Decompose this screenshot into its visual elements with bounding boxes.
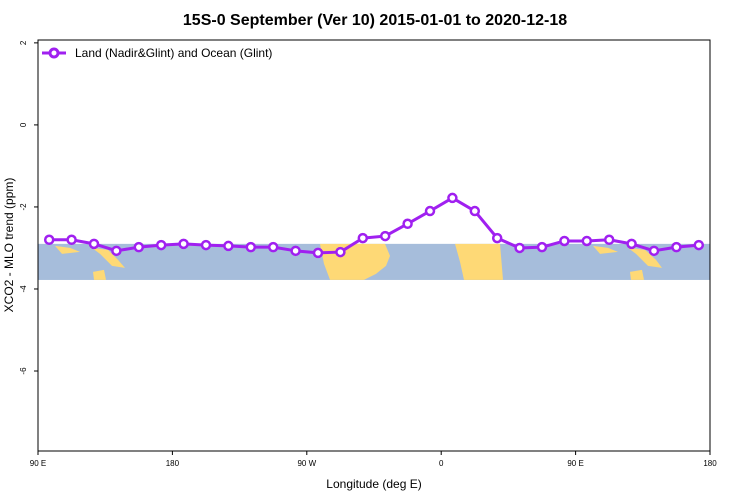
land-shape <box>55 245 80 254</box>
data-point <box>671 241 682 253</box>
y-axis-label: XCO2 - MLO trend (ppm) <box>2 178 16 313</box>
x-axis-label: Longitude (deg E) <box>326 477 421 491</box>
y-tick-label: 0 <box>19 122 28 127</box>
chart-title: 15S-0 September (Ver 10) 2015-01-01 to 2… <box>183 12 567 29</box>
data-point <box>223 240 234 252</box>
data-point <box>447 192 458 204</box>
x-tick-label: 90 W <box>297 459 316 468</box>
land-shape <box>593 245 618 254</box>
x-tick-label: 90 E <box>567 459 583 468</box>
data-point <box>88 238 100 250</box>
data-point <box>290 245 301 257</box>
legend: Land (Nadir&Glint) and Ocean (Glint) <box>42 46 272 60</box>
data-point <box>559 235 570 247</box>
y-tick-label: 2 <box>19 40 28 45</box>
x-tick-label: 180 <box>703 459 717 468</box>
data-point <box>514 242 525 254</box>
data-point <box>335 246 346 258</box>
data-point <box>402 218 413 230</box>
plot-frame <box>37 39 711 452</box>
data-point <box>491 232 503 244</box>
y-tick-label: -4 <box>19 285 28 293</box>
land-shape <box>93 269 106 280</box>
y-tick-label: -2 <box>19 203 28 211</box>
data-point <box>267 241 279 253</box>
land-shape <box>628 247 662 268</box>
data-point <box>626 238 637 250</box>
data-point <box>424 205 436 217</box>
legend-marker <box>48 47 60 59</box>
data-point <box>693 239 705 251</box>
data-point <box>245 241 257 253</box>
world-map-band <box>38 243 710 280</box>
data-point <box>357 232 369 244</box>
x-tick-label: 90 E <box>30 459 46 468</box>
data-point <box>155 239 167 251</box>
data-point <box>312 247 324 259</box>
data-point <box>469 205 481 217</box>
data-point <box>178 238 189 250</box>
data-point <box>581 235 593 247</box>
land-shape <box>92 247 125 268</box>
data-point <box>379 230 391 242</box>
land-shape <box>630 269 644 280</box>
data-point <box>111 245 122 257</box>
x-tick-label: 180 <box>166 459 180 468</box>
data-point <box>43 234 55 246</box>
x-tick-label: 0 <box>439 459 444 468</box>
legend-label: Land (Nadir&Glint) and Ocean (Glint) <box>75 46 272 60</box>
data-point <box>133 241 145 253</box>
data-point <box>66 234 77 246</box>
data-point <box>603 234 615 246</box>
y-tick-label: -6 <box>19 367 28 375</box>
land-shape <box>455 243 503 280</box>
data-point <box>536 241 548 253</box>
data-point <box>200 239 212 251</box>
data-point <box>648 245 660 257</box>
